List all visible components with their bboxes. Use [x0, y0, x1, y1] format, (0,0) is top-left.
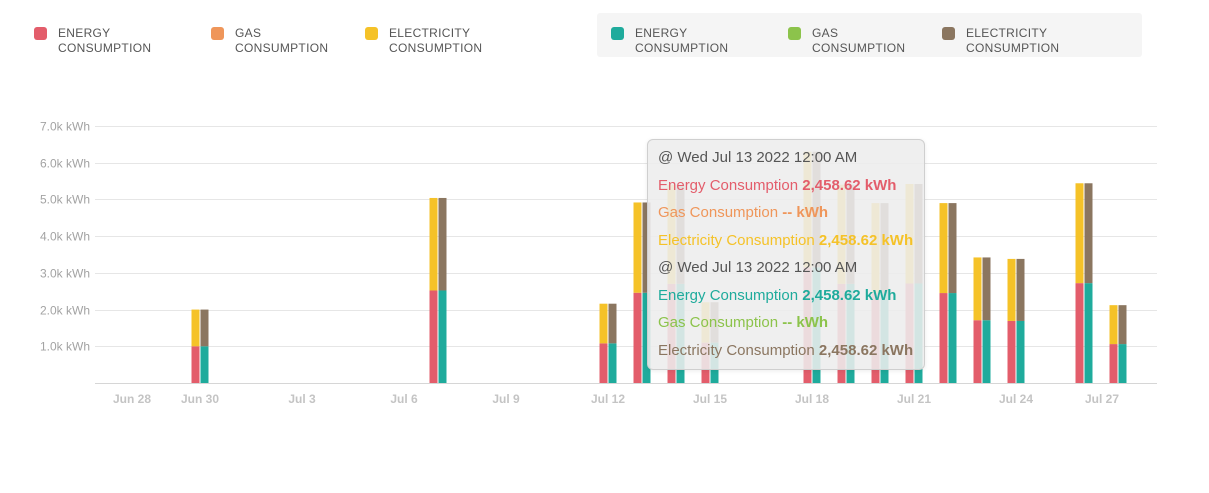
bar-energy-consumption-group-2-jul-7[interactable]	[438, 290, 447, 383]
bar-electricity-consumption-group-1-jul-27[interactable]	[1109, 305, 1118, 345]
x-tick-label: Jul 24	[999, 392, 1033, 406]
x-tick-label: Jul 27	[1085, 392, 1119, 406]
legend-swatch-energy-2	[611, 27, 624, 40]
x-tick-label: Jul 3	[288, 392, 316, 406]
tooltip-row-electricity-2: Electricity Consumption 2,458.62 kWh	[658, 337, 914, 365]
bar-electricity-consumption-group-1-jul-23[interactable]	[973, 257, 982, 321]
tooltip-series-label: Gas Consumption	[658, 204, 779, 221]
legend-item-electricity-consumption-1[interactable]: ELECTRICITY CONSUMPTION	[365, 26, 515, 58]
tooltip-series-label: Electricity Consumption	[658, 341, 815, 359]
y-tick-label: 7.0k kWh	[40, 120, 90, 134]
tooltip-row-energy-1: Energy Consumption 2,458.62 kWh	[658, 172, 914, 200]
bar-energy-consumption-group-1-jul-7[interactable]	[429, 290, 438, 383]
y-axis: 1.0k kWh 2.0k kWh 3.0k kWh 4.0k kWh 5.0k kWh…	[40, 120, 90, 354]
bar-energy-consumption-group-2-jul-23[interactable]	[982, 320, 991, 383]
legend-item-energy-consumption-2[interactable]: ENERGY CONSUMPTION	[611, 26, 761, 58]
tooltip-series-value: 2,458.62 kWh	[818, 341, 914, 359]
y-tick-label: 5.0k kWh	[40, 193, 90, 207]
bar-electricity-consumption-group-2-jul-22[interactable]	[948, 203, 957, 294]
x-tick-label: Jul 9	[492, 392, 520, 406]
bar-energy-consumption-group-1-jul-23[interactable]	[973, 320, 982, 383]
legend-label-energy-2: ENERGY CONSUMPTION	[635, 26, 729, 55]
legend-item-gas-consumption-2[interactable]: GAS CONSUMPTION	[788, 26, 938, 58]
tooltip-series-label: Gas Consumption	[658, 314, 779, 331]
chart-tooltip: @ Wed Jul 13 2022 12:00 AM Energy Consum…	[647, 139, 925, 370]
tooltip-series-label: Electricity Consumption	[658, 231, 815, 249]
legend-swatch-electricity-1	[365, 27, 378, 40]
tooltip-series-value: 2,458.62 kWh	[802, 286, 897, 304]
bar-energy-consumption-group-2-jun-30[interactable]	[200, 346, 209, 383]
x-tick-label: Jul 15	[693, 392, 727, 406]
legend-swatch-gas-2	[788, 27, 801, 40]
legend-swatch-gas-1	[211, 27, 224, 40]
y-tick-label: 6.0k kWh	[40, 157, 90, 171]
x-tick-label: Jul 12	[591, 392, 625, 406]
legend-swatch-energy-1	[34, 27, 47, 40]
legend-label-gas-2: GAS CONSUMPTION	[812, 26, 906, 55]
legend-item-energy-consumption-1[interactable]: ENERGY CONSUMPTION	[34, 26, 184, 58]
bar-electricity-consumption-group-2-jun-30[interactable]	[200, 309, 209, 347]
bar-energy-consumption-group-2-jul-12[interactable]	[608, 343, 617, 383]
bar-electricity-consumption-group-2-jul-13[interactable]	[642, 202, 651, 293]
legend-label-gas-1: GAS CONSUMPTION	[235, 26, 329, 55]
tooltip-series-value: 2,458.62 kWh	[802, 176, 897, 194]
legend-label-energy-1: ENERGY CONSUMPTION	[58, 26, 152, 55]
x-tick-label: Jul 6	[390, 392, 418, 406]
bar-energy-consumption-group-1-jul-13[interactable]	[633, 292, 642, 383]
bar-electricity-consumption-group-1-jul-26[interactable]	[1075, 183, 1084, 284]
bar-electricity-consumption-group-2-jul-26[interactable]	[1084, 183, 1093, 284]
tooltip-row-electricity-1: Electricity Consumption 2,458.62 kWh	[658, 227, 914, 255]
x-tick-label: Jun 30	[181, 392, 219, 406]
legend-group-2: ENERGY CONSUMPTION GAS CONSUMPTION ELECT…	[597, 13, 1142, 57]
tooltip-row-gas-1: Gas Consumption -- kWh	[658, 199, 914, 227]
bar-energy-consumption-group-1-jun-30[interactable]	[191, 346, 200, 383]
bar-energy-consumption-group-2-jul-22[interactable]	[948, 293, 957, 383]
tooltip-date-header-2: @ Wed Jul 13 2022 12:00 AM	[658, 259, 858, 276]
bar-electricity-consumption-group-1-jul-24[interactable]	[1007, 258, 1016, 321]
y-tick-label: 3.0k kWh	[40, 267, 90, 281]
x-tick-label: Jun 28	[113, 392, 151, 406]
x-axis: Jun 28 Jun 30 Jul 3 Jul 6 Jul 9 Jul 12 Jul 15 J…	[113, 392, 1119, 406]
bar-electricity-consumption-group-1-jul-22[interactable]	[939, 203, 948, 294]
bar-electricity-consumption-group-2-jul-23[interactable]	[982, 257, 991, 321]
bar-electricity-consumption-group-2-jul-7[interactable]	[438, 197, 447, 291]
tooltip-row-energy-2: Energy Consumption 2,458.62 kWh	[658, 282, 914, 310]
bar-electricity-consumption-group-2-jul-12[interactable]	[608, 303, 617, 344]
x-tick-label: Jul 18	[795, 392, 829, 406]
bar-electricity-consumption-group-1-jul-13[interactable]	[633, 202, 642, 293]
tooltip-series-value: -- kWh	[782, 204, 829, 221]
legend-group-1: ENERGY CONSUMPTION GAS CONSUMPTION ELECT…	[20, 13, 565, 57]
bar-energy-consumption-group-1-jul-24[interactable]	[1007, 320, 1016, 383]
x-tick-label: Jul 21	[897, 392, 931, 406]
bar-electricity-consumption-group-1-jul-12[interactable]	[599, 303, 608, 344]
y-tick-label: 1.0k kWh	[40, 340, 90, 354]
legend-item-gas-consumption-1[interactable]: GAS CONSUMPTION	[211, 26, 361, 58]
legend-label-electricity-2: ELECTRICITY CONSUMPTION	[966, 26, 1060, 55]
bar-energy-consumption-group-2-jul-27[interactable]	[1118, 344, 1127, 383]
bar-energy-consumption-group-2-jul-24[interactable]	[1016, 320, 1025, 383]
tooltip-series-value: 2,458.62 kWh	[818, 231, 914, 249]
bar-energy-consumption-group-1-jul-27[interactable]	[1109, 344, 1118, 383]
legend-label-electricity-1: ELECTRICITY CONSUMPTION	[389, 26, 483, 55]
tooltip-series-label: Energy Consumption	[658, 286, 799, 304]
bar-electricity-consumption-group-2-jul-27[interactable]	[1118, 305, 1127, 345]
gridlines	[95, 126, 1157, 384]
tooltip-date-header-1: @ Wed Jul 13 2022 12:00 AM	[658, 149, 858, 166]
bar-energy-consumption-group-2-jul-26[interactable]	[1084, 283, 1093, 383]
tooltip-series-label: Energy Consumption	[658, 176, 799, 194]
tooltip-row-gas-2: Gas Consumption -- kWh	[658, 309, 914, 337]
bar-electricity-consumption-group-1-jul-7[interactable]	[429, 197, 438, 291]
bar-electricity-consumption-group-1-jun-30[interactable]	[191, 309, 200, 347]
bar-energy-consumption-group-1-jul-22[interactable]	[939, 293, 948, 383]
bar-electricity-consumption-group-2-jul-24[interactable]	[1016, 258, 1025, 321]
legend-swatch-electricity-2	[942, 27, 955, 40]
bar-energy-consumption-group-2-jul-13[interactable]	[642, 292, 651, 383]
bar-energy-consumption-group-1-jul-26[interactable]	[1075, 283, 1084, 383]
tooltip-series-value: -- kWh	[782, 314, 829, 331]
y-tick-label: 4.0k kWh	[40, 230, 90, 244]
legend-item-electricity-consumption-2[interactable]: ELECTRICITY CONSUMPTION	[942, 26, 1092, 58]
bar-energy-consumption-group-1-jul-12[interactable]	[599, 343, 608, 383]
y-tick-label: 2.0k kWh	[40, 304, 90, 318]
